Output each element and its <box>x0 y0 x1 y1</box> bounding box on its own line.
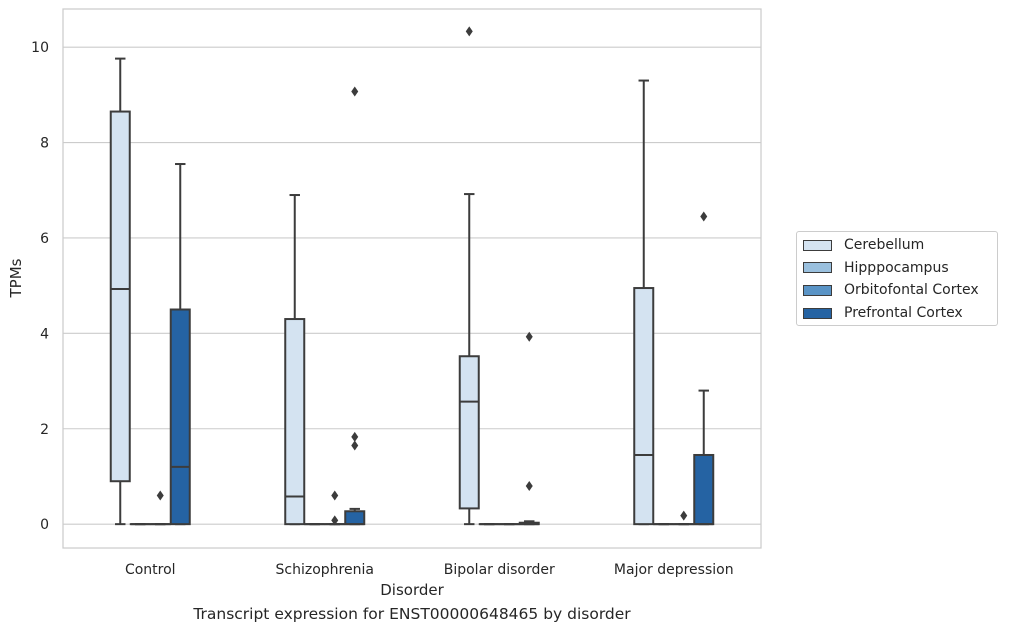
legend-swatch <box>803 262 832 274</box>
outlier-point <box>351 86 359 97</box>
box-orbitofontal-cortex <box>149 490 171 526</box>
legend-swatch <box>803 307 832 319</box>
y-tick-label: 4 <box>40 326 49 342</box>
x-tick-label: Major depression <box>614 562 734 578</box>
legend-label: Orbitofontal Cortex <box>844 282 979 299</box>
outlier-point <box>465 26 473 37</box>
outlier-point <box>525 480 533 491</box>
box-cerebellum <box>633 79 655 526</box>
y-tick-label: 8 <box>40 136 49 152</box>
x-tick-label: Control <box>125 562 176 578</box>
outlier-point <box>156 490 164 501</box>
outlier-point <box>331 515 339 526</box>
box-prefrontal-cortex <box>518 331 540 526</box>
box-orbitofontal-cortex <box>324 490 346 526</box>
box-cerebellum <box>458 26 480 526</box>
x-tick-label: Schizophrenia <box>276 562 374 578</box>
outlier-point <box>331 490 339 501</box>
outlier-point <box>525 331 533 342</box>
box-iqr <box>284 318 306 526</box>
box-iqr <box>344 510 366 526</box>
legend-label: Cerebellum <box>844 237 925 253</box>
outlier-point <box>680 510 688 521</box>
plot-area-border <box>62 8 762 549</box>
box-iqr <box>169 308 191 526</box>
box-orbitofontal-cortex <box>673 510 695 526</box>
boxes <box>109 26 715 526</box>
legend-swatch <box>803 239 832 251</box>
x-axis-label: Disorder <box>380 581 444 599</box>
box-prefrontal-cortex <box>169 163 191 526</box>
y-tick-label: 10 <box>31 40 49 56</box>
y-axis-label: TPMs <box>7 258 25 298</box>
y-tick-label: 0 <box>40 517 49 533</box>
box-iqr <box>109 110 131 483</box>
legend-label: Prefrontal Cortex <box>844 305 963 322</box>
x-tick-label: Bipolar disorder <box>444 562 555 578</box>
box-prefrontal-cortex <box>344 86 366 526</box>
legend-item-prefrontal-cortex: Prefrontal Cortex <box>803 304 963 322</box>
legend-item-cerebellum: Cerebellum <box>803 236 924 254</box>
gridlines <box>63 46 761 525</box>
box-iqr <box>693 453 715 526</box>
box-cerebellum <box>109 57 131 526</box>
y-tick-label: 2 <box>40 422 49 438</box>
box-iqr <box>633 287 655 526</box>
box-cerebellum <box>284 194 306 526</box>
legend-label: Hipppocampus <box>844 259 949 276</box>
y-tick-label: 6 <box>40 231 49 247</box>
legend-item-hipppocampus: Hipppocampus <box>803 259 949 277</box>
tick-labels: 0 2 4 6 8 10 Control Schizophrenia Bipolar disor… <box>31 40 733 578</box>
legend: Cerebellum Hipppocampus Orbitofontal Corte… <box>796 231 998 326</box>
legend-swatch <box>803 284 832 296</box>
outlier-point <box>351 431 359 442</box>
outlier-point <box>351 440 359 451</box>
legend-item-orbitofontal-cortex: Orbitofontal Cortex <box>803 281 979 299</box>
box-iqr <box>458 355 480 510</box>
outlier-point <box>700 211 708 222</box>
box-prefrontal-cortex <box>693 211 715 526</box>
figure-caption: Transcript expression for ENST0000064846… <box>193 605 631 623</box>
